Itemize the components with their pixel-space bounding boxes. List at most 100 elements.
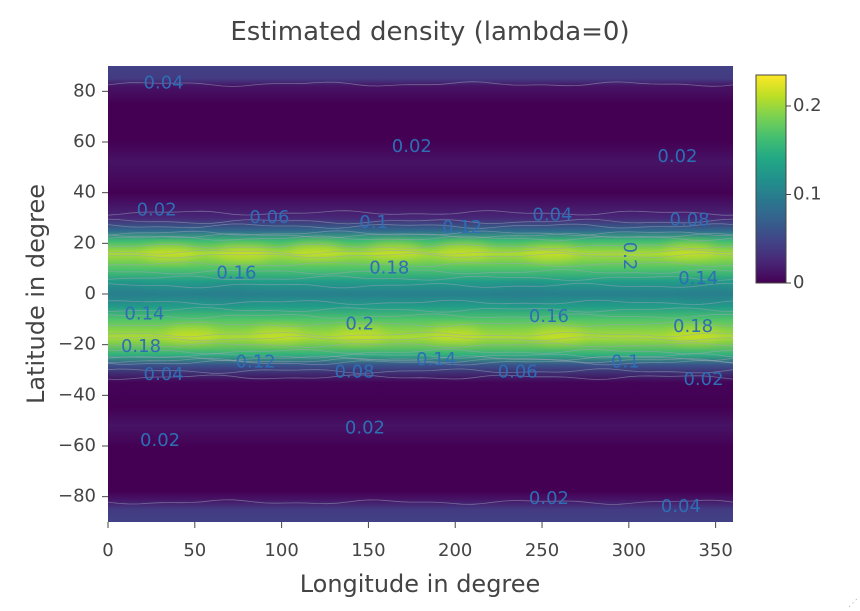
x-tick-label: 50 (183, 540, 206, 561)
contour-line (108, 348, 733, 355)
contour-line (108, 81, 733, 87)
colorbar-tick-label: 0.2 (793, 95, 822, 116)
contour-label: 0.02 (392, 136, 432, 157)
density-peak (533, 327, 586, 342)
density-hotspots (108, 243, 729, 342)
contour-label-group: 0.04 0.02 0.02 0.02 0.06 0.1 0.12 0.04 0.08 0.2 0.… (121, 73, 724, 517)
contour-line (108, 313, 733, 320)
contour-label: 0.14 (124, 303, 164, 324)
density-peak (165, 327, 218, 342)
contour-line (108, 355, 733, 361)
chart-title: Estimated density (lambda=0) (230, 17, 629, 47)
x-tick-label: 150 (351, 540, 385, 561)
contour-label: 0.06 (498, 362, 538, 383)
density-trough (207, 285, 252, 303)
contour-label: 0.16 (216, 263, 256, 284)
contour-line (108, 299, 733, 306)
contour-label: 0.04 (532, 204, 572, 225)
density-trough (502, 285, 547, 303)
y-tick-label: 20 (73, 232, 96, 253)
density-peak (217, 246, 270, 261)
x-axis: 0 50 100 150 200 250 300 350 (102, 522, 733, 561)
contour-label: 0.2 (619, 242, 640, 271)
contour-line (108, 306, 733, 313)
contour-label: 0.02 (683, 369, 723, 390)
contour-line (108, 223, 733, 229)
y-tick-label: 40 (73, 182, 96, 203)
contour-label: 0.08 (334, 362, 374, 383)
contour-label: 0.18 (369, 258, 409, 279)
contour-label: 0.16 (529, 306, 569, 327)
contour-label: 0.04 (144, 73, 184, 94)
contour-line (108, 342, 733, 348)
contour-line (108, 252, 733, 259)
y-axis-title: Latitude in degree (22, 184, 50, 404)
contour-line (108, 249, 733, 255)
colorbar-gradient (755, 74, 787, 284)
contour-line (108, 359, 733, 366)
contour-label: 0.08 (670, 210, 710, 231)
contour-line (108, 374, 733, 380)
colorbar: 0 0.1 0.2 (755, 74, 822, 293)
contour-label: 0.02 (140, 430, 180, 451)
x-tick-label: 300 (612, 540, 646, 561)
colorbar-tick-label: 0.1 (793, 183, 822, 204)
density-peak (333, 327, 386, 342)
heatmap-background (108, 66, 733, 522)
contour-label: 0.04 (661, 496, 701, 517)
contour-label: 0.14 (416, 349, 456, 370)
contour-line (108, 235, 733, 242)
x-tick-label: 200 (438, 540, 472, 561)
contour-line (108, 357, 733, 364)
contour-line (108, 499, 733, 505)
contour-line (108, 269, 733, 275)
contour-lines (108, 81, 733, 505)
y-tick-label: −60 (58, 435, 96, 456)
contour-label: 0.02 (345, 417, 385, 438)
contour-label: 0.04 (144, 364, 184, 385)
y-tick-label: 0 (85, 283, 96, 304)
contour-label: 0.02 (137, 199, 177, 220)
y-tick-label: −40 (58, 384, 96, 405)
contour-line (108, 368, 733, 374)
contour-label: 0.18 (673, 316, 713, 337)
contour-line (108, 243, 733, 250)
contour-line (108, 275, 733, 281)
contour-label: 0.02 (529, 488, 569, 509)
y-axis: 80 60 40 20 0 −20 −40 −60 −80 (58, 80, 108, 507)
contour-line (108, 331, 733, 338)
contour-line (108, 210, 733, 216)
contour-label: 0.06 (249, 207, 289, 228)
contour-line (108, 232, 733, 239)
heatmap-field[interactable]: 0.04 0.02 0.02 0.02 0.06 0.1 0.12 0.04 0.08 0.2 0.… (103, 66, 733, 522)
colorbar-tick-label: 0 (793, 272, 804, 293)
contour-label: 0.18 (121, 336, 161, 357)
y-tick-label: 60 (73, 131, 96, 152)
contour-line (108, 282, 733, 289)
contour-label: 0.12 (442, 217, 482, 238)
contour-line (108, 335, 733, 342)
density-trough (108, 285, 148, 303)
contour-label: 0.12 (236, 351, 276, 372)
x-axis-title: Longitude in degree (300, 570, 541, 598)
x-tick-label: 0 (102, 540, 113, 561)
y-tick-label: 80 (73, 80, 96, 101)
contour-label: 0.14 (678, 268, 718, 289)
y-tick-label: −20 (58, 334, 96, 355)
contour-label: 0.1 (359, 212, 388, 233)
x-tick-label: 250 (525, 540, 559, 561)
y-tick-label: −80 (58, 486, 96, 507)
x-tick-label: 350 (698, 540, 732, 561)
contour-label: 0.02 (657, 146, 697, 167)
contour-line (108, 261, 733, 268)
contour-line (108, 218, 733, 225)
contour-label: 0.2 (345, 313, 374, 334)
resize-handle-icon[interactable]: ⋰ (848, 598, 858, 609)
contour-line (108, 321, 733, 328)
x-tick-label: 100 (264, 540, 298, 561)
density-trough (684, 285, 729, 303)
colorbar-ticks: 0 0.1 0.2 (786, 95, 822, 293)
contour-label: 0.1 (611, 351, 640, 372)
density-peak (252, 327, 305, 342)
